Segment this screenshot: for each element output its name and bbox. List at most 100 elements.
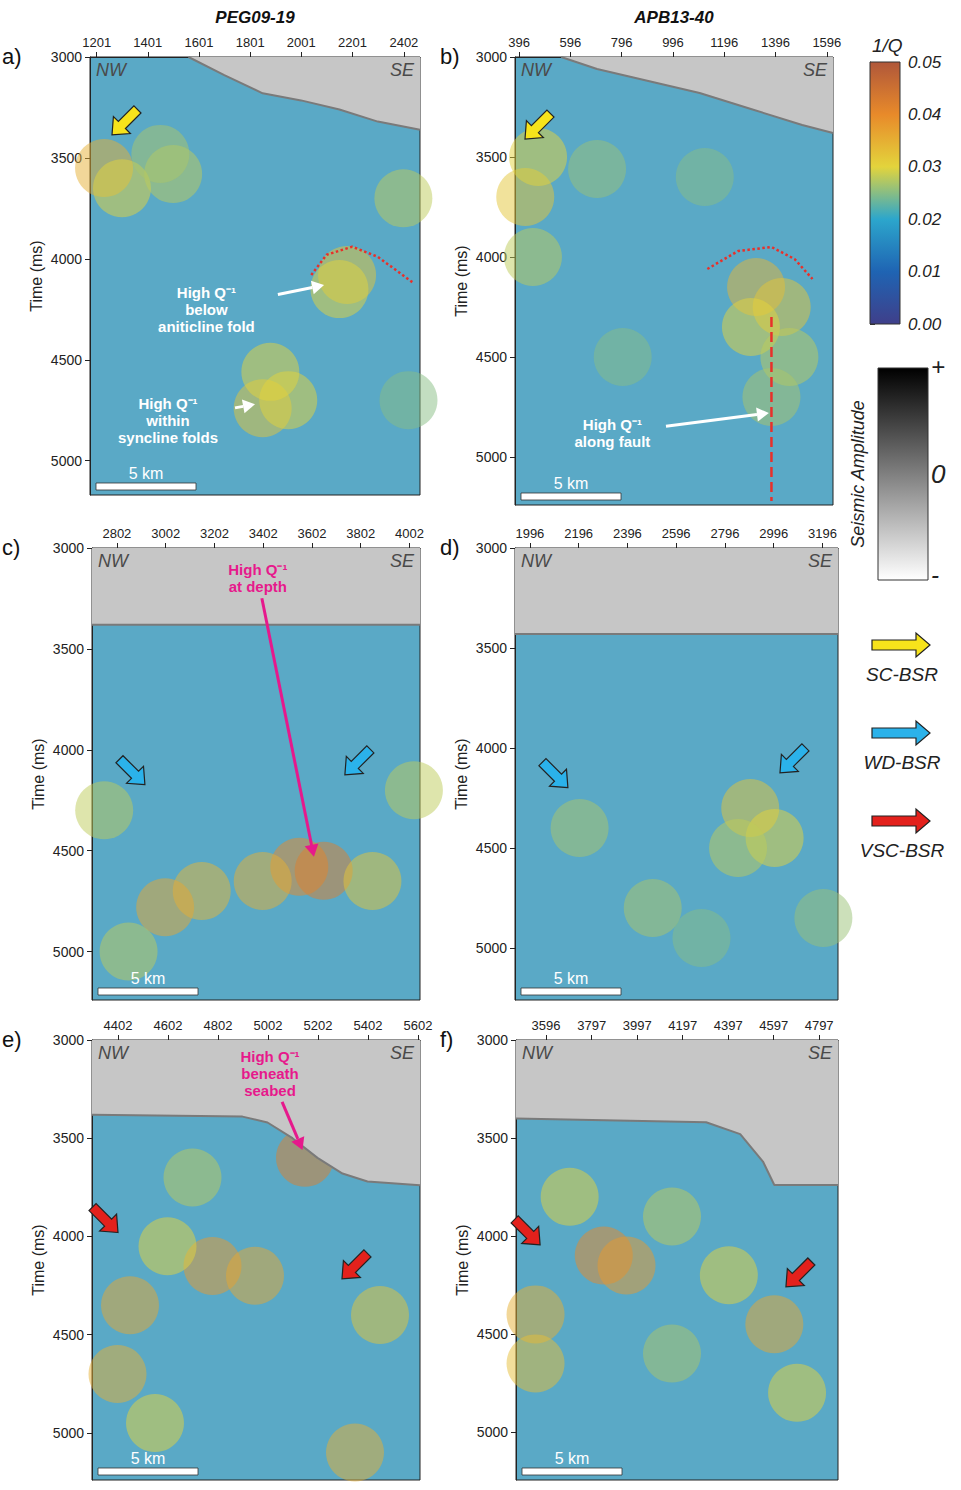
svg-text:b): b) — [440, 44, 460, 69]
svg-text:a): a) — [2, 44, 22, 69]
svg-text:e): e) — [2, 1027, 22, 1052]
svg-text:4000: 4000 — [51, 251, 82, 267]
svg-text:3000: 3000 — [476, 49, 507, 65]
svg-text:1801: 1801 — [236, 35, 265, 50]
svg-text:High Q⁻¹: High Q⁻¹ — [138, 395, 197, 412]
svg-text:Time (ms): Time (ms) — [453, 738, 470, 809]
svg-text:2796: 2796 — [710, 526, 739, 541]
svg-text:3797: 3797 — [577, 1018, 606, 1033]
svg-text:NW: NW — [522, 1043, 554, 1063]
svg-text:4500: 4500 — [53, 843, 84, 859]
svg-text:4500: 4500 — [53, 1327, 84, 1343]
svg-text:VSC-BSR: VSC-BSR — [860, 840, 945, 861]
svg-text:SE: SE — [390, 60, 415, 80]
svg-text:SE: SE — [390, 1043, 415, 1063]
svg-text:NW: NW — [521, 60, 553, 80]
svg-text:f): f) — [440, 1027, 453, 1052]
svg-text:4597: 4597 — [759, 1018, 788, 1033]
svg-text:Time (ms): Time (ms) — [30, 738, 47, 809]
svg-text:5 km: 5 km — [131, 1450, 166, 1467]
svg-text:5000: 5000 — [476, 940, 507, 956]
svg-text:596: 596 — [560, 35, 582, 50]
svg-text:3500: 3500 — [477, 1130, 508, 1146]
svg-text:4802: 4802 — [204, 1018, 233, 1033]
svg-text:3002: 3002 — [151, 526, 180, 541]
svg-text:5 km: 5 km — [554, 475, 589, 492]
svg-text:NW: NW — [96, 60, 128, 80]
svg-text:1196: 1196 — [710, 35, 738, 50]
svg-text:4000: 4000 — [476, 740, 507, 756]
svg-text:within: within — [145, 412, 189, 429]
svg-text:NW: NW — [521, 551, 553, 571]
svg-text:2402: 2402 — [389, 35, 418, 50]
svg-text:3000: 3000 — [53, 540, 84, 556]
svg-text:High Q⁻¹: High Q⁻¹ — [240, 1048, 299, 1065]
svg-text:0: 0 — [931, 459, 946, 489]
svg-text:0.04: 0.04 — [908, 105, 941, 124]
svg-text:0.01: 0.01 — [908, 262, 941, 281]
svg-text:c): c) — [2, 535, 20, 560]
svg-text:High Q⁻¹: High Q⁻¹ — [177, 284, 236, 301]
svg-text:4000: 4000 — [476, 249, 507, 265]
svg-text:3000: 3000 — [51, 49, 82, 65]
svg-text:4000: 4000 — [53, 742, 84, 758]
svg-text:3802: 3802 — [346, 526, 375, 541]
svg-text:3500: 3500 — [53, 1130, 84, 1146]
svg-text:5 km: 5 km — [554, 970, 589, 987]
svg-text:2596: 2596 — [662, 526, 691, 541]
svg-text:4397: 4397 — [714, 1018, 743, 1033]
svg-text:4500: 4500 — [51, 352, 82, 368]
svg-text:4500: 4500 — [477, 1326, 508, 1342]
svg-text:WD-BSR: WD-BSR — [863, 752, 940, 773]
svg-text:5 km: 5 km — [131, 970, 166, 987]
svg-text:below: below — [185, 301, 228, 318]
svg-text:4000: 4000 — [53, 1228, 84, 1244]
svg-text:996: 996 — [662, 35, 684, 50]
svg-text:5000: 5000 — [53, 944, 84, 960]
svg-text:1201: 1201 — [82, 35, 111, 50]
svg-text:SC-BSR: SC-BSR — [866, 664, 938, 685]
svg-text:796: 796 — [611, 35, 633, 50]
svg-text:1596: 1596 — [812, 35, 841, 50]
svg-text:-: - — [931, 561, 939, 588]
svg-text:3997: 3997 — [623, 1018, 652, 1033]
svg-text:Time (ms): Time (ms) — [28, 240, 45, 311]
svg-text:2396: 2396 — [613, 526, 642, 541]
svg-text:4602: 4602 — [154, 1018, 183, 1033]
svg-text:4000: 4000 — [477, 1228, 508, 1244]
svg-text:5000: 5000 — [476, 449, 507, 465]
svg-text:0.00: 0.00 — [908, 315, 942, 334]
svg-text:1396: 1396 — [761, 35, 790, 50]
svg-text:PEG09-19: PEG09-19 — [215, 8, 295, 27]
svg-text:3000: 3000 — [477, 1032, 508, 1048]
svg-text:at depth: at depth — [229, 578, 287, 595]
svg-text:4197: 4197 — [668, 1018, 697, 1033]
svg-text:3500: 3500 — [476, 640, 507, 656]
svg-text:4797: 4797 — [805, 1018, 834, 1033]
svg-text:4500: 4500 — [476, 840, 507, 856]
svg-text:2996: 2996 — [759, 526, 788, 541]
svg-text:5602: 5602 — [404, 1018, 433, 1033]
svg-text:High Q⁻¹: High Q⁻¹ — [583, 416, 642, 433]
svg-text:NW: NW — [98, 1043, 130, 1063]
svg-text:2001: 2001 — [287, 35, 316, 50]
svg-text:SE: SE — [803, 60, 828, 80]
svg-text:Time (ms): Time (ms) — [30, 1224, 47, 1295]
svg-text:Seismic Amplitude: Seismic Amplitude — [848, 400, 868, 547]
svg-text:3602: 3602 — [298, 526, 327, 541]
svg-text:beneath: beneath — [241, 1065, 299, 1082]
svg-text:SE: SE — [808, 1043, 833, 1063]
svg-text:5 km: 5 km — [555, 1450, 590, 1467]
svg-text:along fault: along fault — [575, 433, 651, 450]
svg-text:3000: 3000 — [53, 1032, 84, 1048]
svg-text:5402: 5402 — [354, 1018, 383, 1033]
svg-text:2802: 2802 — [102, 526, 131, 541]
svg-text:NW: NW — [98, 551, 130, 571]
svg-text:SE: SE — [390, 551, 415, 571]
svg-text:0.02: 0.02 — [908, 210, 942, 229]
svg-text:3196: 3196 — [808, 526, 837, 541]
svg-text:2201: 2201 — [338, 35, 367, 50]
svg-text:aniticline fold: aniticline fold — [158, 318, 255, 335]
svg-text:5000: 5000 — [51, 453, 82, 469]
svg-text:1601: 1601 — [185, 35, 214, 50]
